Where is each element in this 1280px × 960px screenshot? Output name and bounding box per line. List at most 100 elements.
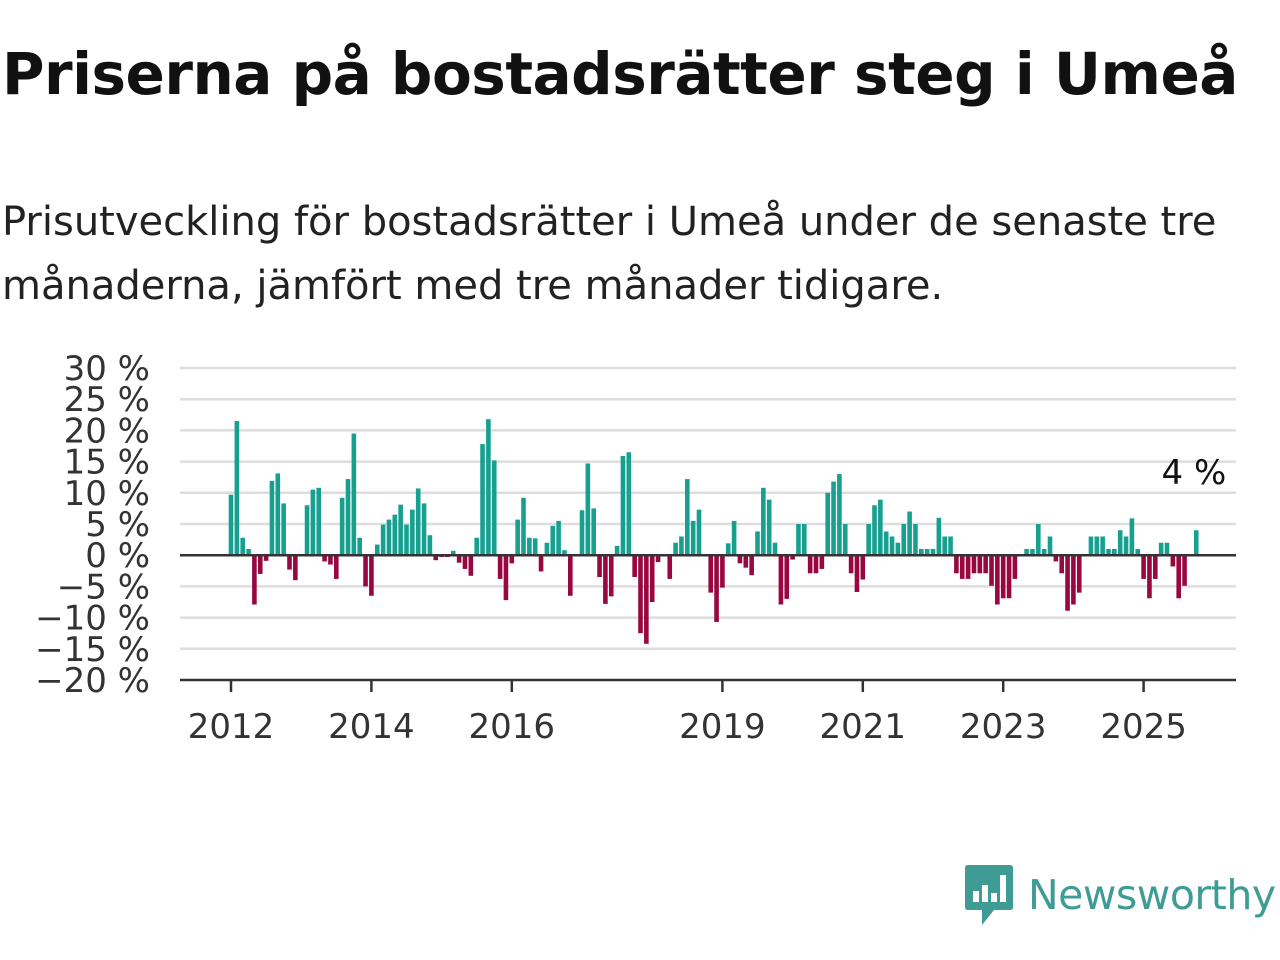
bar: [796, 524, 801, 556]
bar: [456, 555, 462, 563]
bar: [521, 497, 526, 556]
bar: [714, 555, 719, 622]
bar: [579, 510, 585, 556]
bar: [304, 505, 310, 556]
bar: [538, 555, 544, 572]
bar: [989, 555, 994, 586]
bar: [1164, 542, 1170, 556]
bar: [404, 524, 409, 556]
bars: [228, 419, 1199, 644]
bar: [1193, 530, 1199, 556]
bar: [930, 548, 936, 556]
bar: [889, 536, 895, 556]
bar: [842, 524, 848, 556]
x-tick-label: 2016: [469, 707, 556, 747]
bar: [1065, 555, 1070, 611]
bar: [474, 537, 479, 556]
bar: [866, 524, 871, 556]
bar: [924, 548, 930, 556]
bar: [410, 509, 415, 556]
bar: [685, 479, 690, 556]
bar: [848, 555, 854, 574]
bar: [1012, 555, 1018, 579]
bar: [655, 555, 661, 563]
bar: [369, 555, 374, 596]
bar: [778, 555, 784, 605]
y-tick-label: 15 %: [64, 443, 150, 483]
bar: [1141, 555, 1146, 579]
bar: [965, 555, 971, 579]
bar: [1071, 555, 1076, 605]
bar: [977, 555, 983, 574]
bar: [755, 531, 760, 556]
newsworthy-logo: Newsworthy: [964, 862, 1276, 928]
bar: [1059, 555, 1064, 574]
bar: [954, 555, 959, 574]
bar: [374, 544, 380, 556]
bar: [720, 555, 725, 588]
bar: [1100, 536, 1105, 556]
gridlines: [180, 366, 1236, 651]
bar: [860, 555, 866, 580]
bar: [345, 479, 351, 556]
bar: [1036, 524, 1041, 556]
bar: [1176, 555, 1181, 599]
bar: [585, 463, 591, 556]
bar: [737, 555, 743, 564]
bar: [649, 555, 655, 602]
bar: [386, 519, 392, 556]
bar: [825, 492, 830, 556]
chart-title: Priserna på bostadsrätter steg i Umeå: [2, 40, 1238, 108]
bar: [597, 555, 602, 578]
bar: [1123, 536, 1129, 556]
bar: [603, 555, 608, 604]
bar: [725, 543, 731, 556]
bar: [626, 452, 632, 556]
bar: [1147, 555, 1152, 599]
bar: [813, 555, 819, 574]
bar: [995, 555, 1000, 605]
bar: [1135, 548, 1141, 556]
bar: [322, 555, 327, 562]
price-change-bar-chart: 30 %25 %20 %15 %10 %5 %0 %−5 %−10 %−15 %…: [35, 349, 1236, 747]
bar: [357, 537, 362, 556]
bar: [433, 555, 439, 561]
bar: [1053, 555, 1059, 562]
bar: [468, 555, 474, 576]
bar: [696, 509, 702, 556]
bar: [807, 555, 813, 574]
bar: [1106, 548, 1111, 556]
newsworthy-logo-icon: [965, 865, 1013, 925]
bar: [878, 499, 883, 556]
bar: [673, 542, 678, 556]
bar: [380, 524, 386, 556]
bar: [544, 542, 550, 556]
bar: [334, 555, 339, 579]
y-tick-label: −5 %: [57, 567, 150, 607]
bar: [1088, 536, 1094, 556]
bar: [509, 555, 515, 564]
bar: [901, 524, 907, 556]
bar: [895, 542, 901, 556]
bar: [491, 460, 497, 556]
x-tick-label: 2023: [960, 707, 1047, 747]
x-tick-label: 2019: [679, 707, 766, 747]
y-tick-label: 30 %: [64, 349, 150, 389]
bar: [269, 480, 275, 556]
bar: [983, 555, 988, 574]
bar: [690, 520, 696, 556]
bar: [281, 503, 286, 556]
bar: [1000, 555, 1006, 599]
tick-labels: 30 %25 %20 %15 %10 %5 %0 %−5 %−10 %−15 %…: [35, 349, 1226, 747]
bar: [837, 474, 842, 556]
bar: [708, 555, 713, 593]
bar: [1094, 536, 1100, 556]
bar: [310, 489, 316, 556]
bar: [480, 444, 485, 556]
bar: [240, 537, 245, 556]
bar: [919, 548, 924, 556]
bar: [427, 535, 433, 556]
bar: [503, 555, 509, 601]
bar: [632, 555, 637, 578]
y-tick-label: −20 %: [35, 661, 150, 701]
